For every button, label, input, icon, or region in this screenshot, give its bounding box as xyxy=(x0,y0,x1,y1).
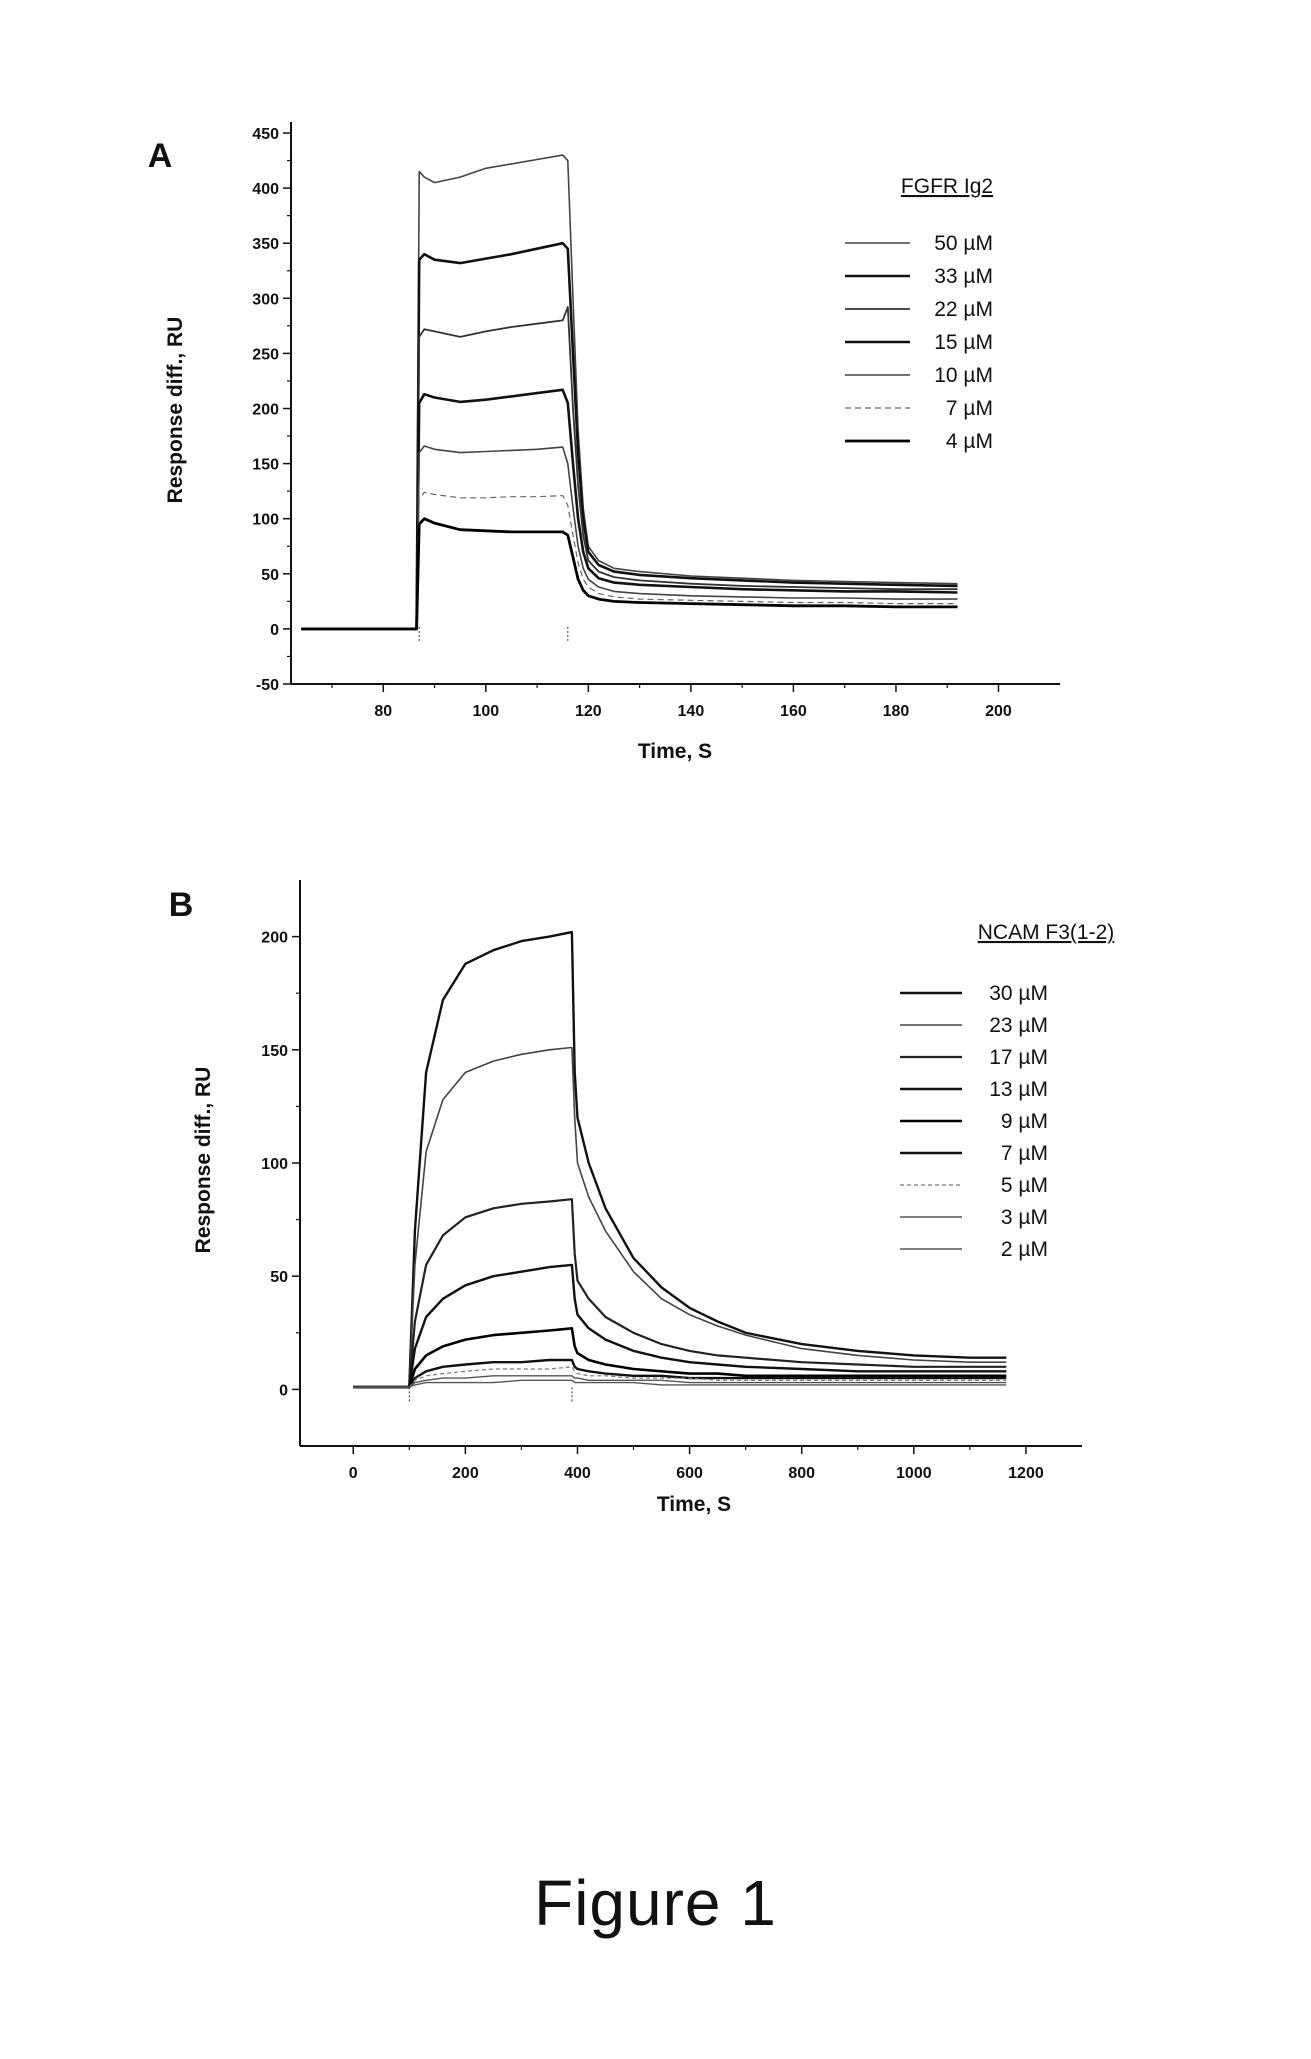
chart-b-y-tick-label: 150 xyxy=(261,1043,288,1060)
chart-panel-b: B 0 50 100 150 200 0 200 400 600 800 1000 1200 Time, … xyxy=(169,880,1115,1516)
chart-a-y-tick-label: 300 xyxy=(252,291,279,308)
chart-a-y-tick-label: 200 xyxy=(252,402,279,419)
chart-a-legend-title: FGFR Ig2 xyxy=(901,175,993,198)
chart-a-legend-label: 7 µM xyxy=(946,397,993,420)
chart-b-x-tick-label: 400 xyxy=(564,1465,591,1482)
chart-b-legend-title: NCAM F3(1-2) xyxy=(978,921,1115,944)
chart-b-legend-label: 23 µM xyxy=(989,1014,1048,1037)
chart-b-x-tick-label: 800 xyxy=(788,1465,815,1482)
chart-panel-a: A -50 0 50 100 150 200 250 300 350 400 450 80 100 120 1… xyxy=(148,122,1060,763)
chart-b-legend-label: 7 µM xyxy=(1001,1142,1048,1165)
chart-b-legend-label: 9 µM xyxy=(1001,1110,1048,1133)
chart-b-legend-label: 5 µM xyxy=(1001,1174,1048,1197)
chart-a-legend-label: 33 µM xyxy=(934,265,993,288)
chart-a-x-tick-label: 100 xyxy=(472,703,499,720)
chart-a-series-line xyxy=(301,155,957,629)
chart-b-y-tick-label: 0 xyxy=(279,1382,288,1399)
chart-b-legend-label: 3 µM xyxy=(1001,1206,1048,1229)
chart-a-y-tick-label: -50 xyxy=(256,677,279,694)
chart-a-legend-label: 15 µM xyxy=(934,331,993,354)
chart-a-x-tick-label: 120 xyxy=(575,703,602,720)
chart-a-x-axis-title: Time, S xyxy=(638,740,712,763)
figure-caption: Figure 1 xyxy=(0,1866,1311,1940)
chart-b-legend-label: 17 µM xyxy=(989,1046,1048,1069)
chart-b-x-tick-label: 1200 xyxy=(1008,1465,1044,1482)
chart-a-y-tick-label: 400 xyxy=(252,181,279,198)
chart-a-y-tick-label: 350 xyxy=(252,236,279,253)
chart-b-y-tick-label: 50 xyxy=(270,1269,288,1286)
chart-a-y-tick-label: 0 xyxy=(270,622,279,639)
chart-b-y-axis-title: Response diff., RU xyxy=(192,1067,215,1254)
chart-b-y-tick-label: 100 xyxy=(261,1156,288,1173)
chart-b-legend-label: 2 µM xyxy=(1001,1238,1048,1261)
chart-a-legend-label: 10 µM xyxy=(934,364,993,387)
chart-b-legend-label: 30 µM xyxy=(989,982,1048,1005)
chart-a-series-line xyxy=(301,307,957,629)
chart-a-legend-label: 50 µM xyxy=(934,232,993,255)
chart-a-legend-label: 4 µM xyxy=(946,430,993,453)
chart-a-x-tick-label: 180 xyxy=(883,703,910,720)
chart-b-x-axis-title: Time, S xyxy=(657,1493,731,1516)
chart-b-legend-label: 13 µM xyxy=(989,1078,1048,1101)
chart-b-series-line xyxy=(353,932,1006,1387)
chart-a-y-tick-label: 150 xyxy=(252,457,279,474)
chart-a-legend-label: 22 µM xyxy=(934,298,993,321)
chart-a-y-tick-label: 250 xyxy=(252,346,279,363)
chart-b-x-tick-label: 200 xyxy=(452,1465,479,1482)
chart-a-y-tick-label: 450 xyxy=(252,126,279,143)
chart-b-x-tick-label: 600 xyxy=(676,1465,703,1482)
panel-b-letter: B xyxy=(169,886,194,924)
chart-a-x-tick-label: 200 xyxy=(985,703,1012,720)
chart-a-series-line xyxy=(301,492,957,629)
chart-b-x-tick-label: 1000 xyxy=(896,1465,932,1482)
chart-a-x-tick-label: 140 xyxy=(678,703,705,720)
chart-a-y-tick-label: 100 xyxy=(252,512,279,529)
chart-a-x-tick-label: 160 xyxy=(780,703,807,720)
chart-a-x-tick-label: 80 xyxy=(374,703,392,720)
figure-canvas: A -50 0 50 100 150 200 250 300 350 400 450 80 100 120 1… xyxy=(0,0,1311,2059)
chart-b-x-tick-label: 0 xyxy=(349,1465,358,1482)
panel-a-letter: A xyxy=(148,137,173,175)
chart-a-y-tick-label: 50 xyxy=(261,567,279,584)
chart-b-series-line xyxy=(353,1265,1006,1387)
chart-b-y-tick-label: 200 xyxy=(261,930,288,947)
chart-a-y-axis-title: Response diff., RU xyxy=(164,317,187,504)
